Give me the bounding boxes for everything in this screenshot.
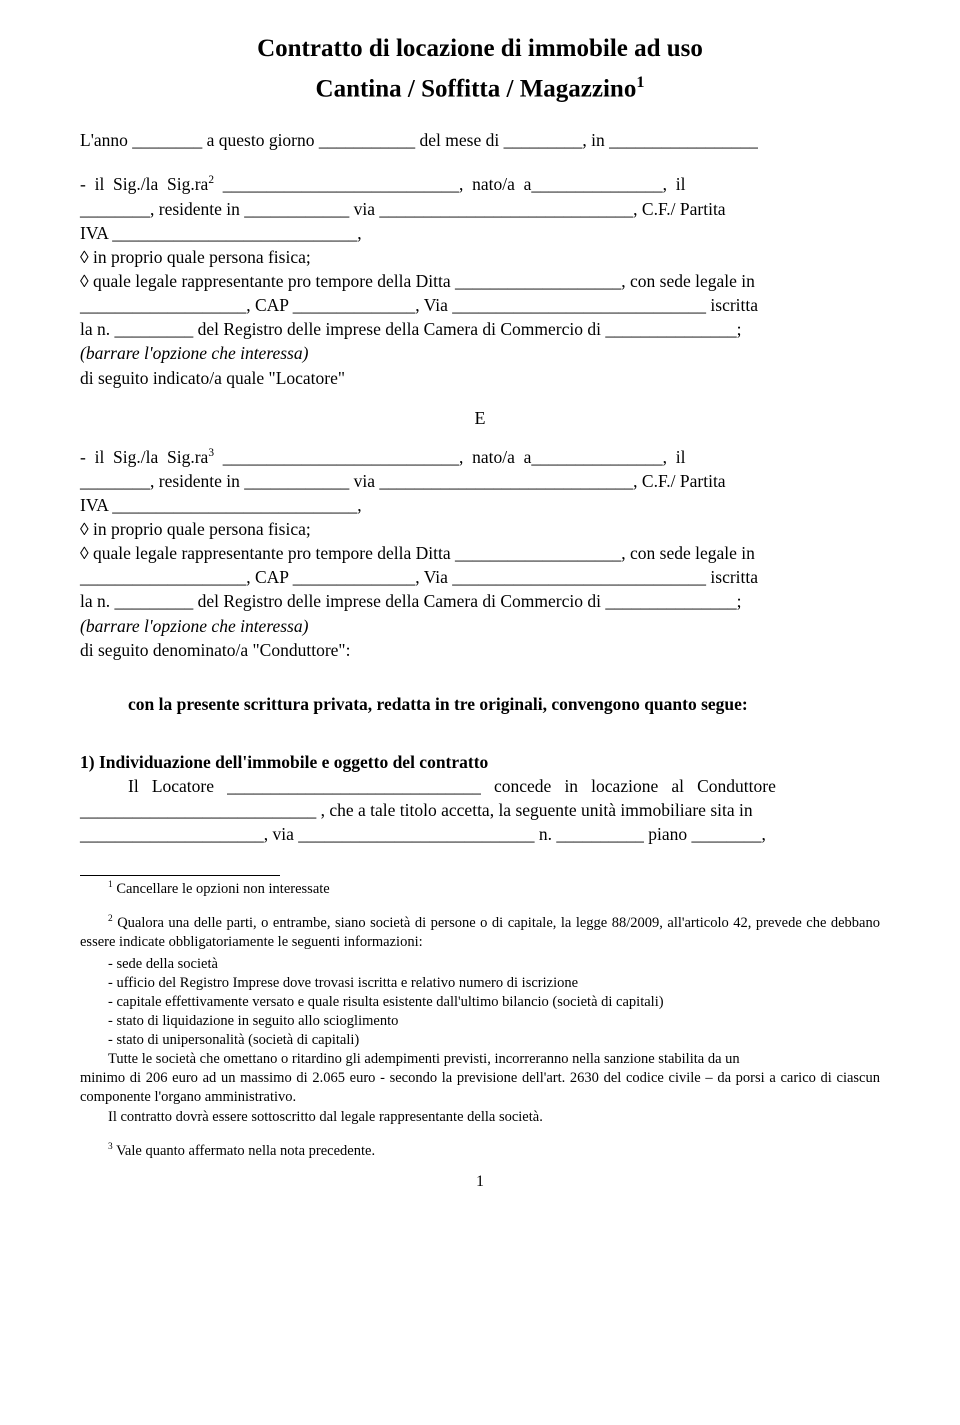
section-1-line2: ___________________________ , che a tale… xyxy=(80,798,880,822)
footnote-3: 3 Vale quanto affermato nella nota prece… xyxy=(80,1141,880,1161)
footnote-2-text: Qualora una delle parti, o entrambe, sia… xyxy=(80,915,880,950)
footnote-2-tail2: minimo di 206 euro ad un massimo di 2.06… xyxy=(80,1069,880,1107)
party-b-closing: di seguito denominato/a "Conduttore": xyxy=(80,638,880,662)
party-a-closing: di seguito indicato/a quale "Locatore" xyxy=(80,366,880,390)
party-a-line6: la n. _________ del Registro delle impre… xyxy=(80,317,880,341)
party-b-prefix: - il Sig./la Sig.ra xyxy=(80,447,208,467)
section-1-line1: Il Locatore ____________________________… xyxy=(80,774,880,798)
party-b-line1: - il Sig./la Sig.ra3 ___________________… xyxy=(80,445,880,469)
footnote-3-text: Vale quanto affermato nella nota precede… xyxy=(113,1143,375,1159)
footnote-2-item: - stato di liquidazione in seguito allo … xyxy=(80,1012,880,1031)
convengono-clause: con la presente scrittura privata, redat… xyxy=(80,692,880,716)
party-a-opt2: ◊ quale legale rappresentante pro tempor… xyxy=(80,269,880,293)
party-a-barrare: (barrare l'opzione che interessa) xyxy=(80,341,880,365)
party-a-line5: ___________________, CAP ______________,… xyxy=(80,293,880,317)
title-footnote-ref: 1 xyxy=(636,73,644,91)
section-1-heading: 1) Individuazione dell'immobile e oggett… xyxy=(80,750,880,774)
footnote-2-tail: Tutte le società che omettano o ritardin… xyxy=(80,1050,880,1069)
separator-e: E xyxy=(80,406,880,431)
footnote-1: 1 Cancellare le opzioni non interessate xyxy=(80,880,880,900)
footnote-separator xyxy=(80,875,280,876)
party-b-line3: IVA ____________________________, xyxy=(80,493,880,517)
footnote-2-item: - ufficio del Registro Imprese dove trov… xyxy=(80,974,880,993)
footnote-2-item: - stato di unipersonalità (società di ca… xyxy=(80,1031,880,1050)
footnote-1-text: Cancellare le opzioni non interessate xyxy=(113,881,330,897)
party-b-line5: ___________________, CAP ______________,… xyxy=(80,565,880,589)
party-b-line6: la n. _________ del Registro delle impre… xyxy=(80,589,880,613)
party-b-opt2: ◊ quale legale rappresentante pro tempor… xyxy=(80,541,880,565)
document-title-line2: Cantina / Soffitta / Magazzino1 xyxy=(80,71,880,107)
subtitle-text: Cantina / Soffitta / Magazzino xyxy=(316,75,637,102)
party-b-barrare: (barrare l'opzione che interessa) xyxy=(80,614,880,638)
party-a-line3: IVA ____________________________, xyxy=(80,221,880,245)
footnote-2-tail3: Il contratto dovrà essere sottoscritto d… xyxy=(80,1108,880,1127)
intro-line: L'anno ________ a questo giorno ________… xyxy=(80,128,880,152)
party-b-opt1: ◊ in proprio quale persona fisica; xyxy=(80,517,880,541)
party-a-opt1: ◊ in proprio quale persona fisica; xyxy=(80,245,880,269)
party-b-rest: ___________________________, nato/a a___… xyxy=(214,447,686,467)
party-a-line2: ________, residente in ____________ via … xyxy=(80,197,880,221)
section-1-line3: _____________________, via _____________… xyxy=(80,822,880,846)
party-a-prefix: - il Sig./la Sig.ra xyxy=(80,174,208,194)
footnote-2: 2 Qualora una delle parti, o entrambe, s… xyxy=(80,913,880,952)
party-a-rest: ___________________________, nato/a a___… xyxy=(214,174,686,194)
party-b-line2: ________, residente in ____________ via … xyxy=(80,469,880,493)
document-title-line1: Contratto di locazione di immobile ad us… xyxy=(80,32,880,67)
party-a-line1: - il Sig./la Sig.ra2 ___________________… xyxy=(80,172,880,196)
page-number: 1 xyxy=(80,1171,880,1193)
footnote-2-item: - sede della società xyxy=(80,955,880,974)
footnote-2-item: - capitale effettivamente versato e qual… xyxy=(80,993,880,1012)
